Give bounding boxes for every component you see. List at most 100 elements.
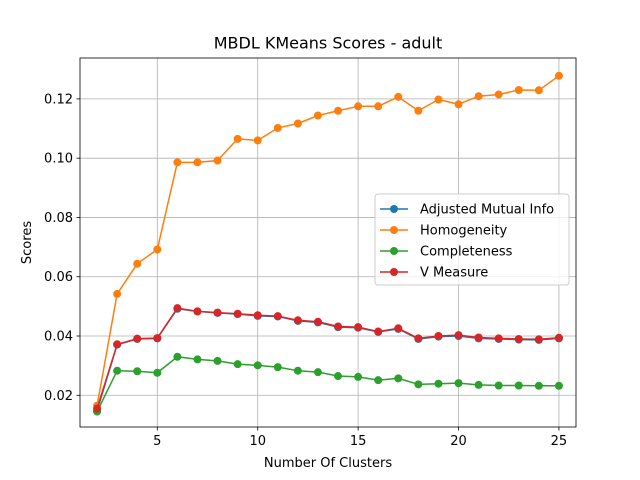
data-point: [233, 360, 242, 369]
data-point: [514, 334, 523, 343]
data-point: [93, 404, 102, 413]
data-point: [434, 332, 443, 341]
data-point: [394, 374, 403, 383]
y-tick-label: 0.08: [44, 211, 73, 226]
x-tick-label: 10: [249, 434, 266, 449]
data-point: [434, 95, 443, 104]
data-point: [394, 324, 403, 333]
data-point: [374, 102, 383, 111]
data-point: [193, 158, 202, 167]
data-point: [153, 245, 162, 254]
data-point: [313, 368, 322, 377]
data-point: [454, 100, 463, 109]
x-tick-label: 15: [350, 434, 367, 449]
data-point: [313, 111, 322, 120]
legend-box: [374, 193, 570, 286]
data-point: [273, 123, 282, 132]
data-point: [334, 322, 343, 331]
data-point: [474, 92, 483, 101]
legend-marker: [390, 226, 398, 234]
legend-item: Adjusted Mutual Info: [380, 203, 554, 218]
data-point: [113, 289, 122, 298]
data-point: [313, 317, 322, 326]
x-tick-label: 25: [551, 434, 568, 449]
series-homogeneity: [93, 71, 563, 410]
data-point: [374, 327, 383, 336]
data-point: [133, 334, 142, 343]
data-point: [273, 312, 282, 321]
data-point: [293, 366, 302, 375]
data-point: [273, 363, 282, 372]
plot-series: [93, 71, 563, 416]
legend-marker: [390, 247, 398, 255]
data-point: [233, 309, 242, 318]
data-point: [534, 86, 543, 95]
legend-item: Homogeneity: [380, 224, 508, 239]
data-point: [554, 71, 563, 80]
data-point: [173, 352, 182, 361]
legend-marker: [390, 205, 398, 213]
data-point: [213, 156, 222, 165]
y-tick-label: 0.06: [44, 270, 73, 285]
series-completeness: [93, 352, 563, 416]
data-point: [514, 86, 523, 95]
data-point: [293, 119, 302, 128]
data-point: [474, 333, 483, 342]
data-point: [253, 311, 262, 320]
data-point: [354, 102, 363, 111]
data-point: [554, 381, 563, 390]
legend-label: Adjusted Mutual Info: [420, 203, 554, 218]
y-tick-label: 0.04: [44, 330, 73, 345]
y-tick-label: 0.02: [44, 389, 73, 404]
data-point: [193, 355, 202, 364]
data-point: [354, 323, 363, 332]
data-point: [334, 372, 343, 381]
data-point: [113, 366, 122, 375]
data-point: [133, 367, 142, 376]
chart-title: MBDL KMeans Scores - adult: [214, 34, 443, 53]
data-point: [454, 331, 463, 340]
series-v-measure: [93, 304, 563, 413]
data-point: [534, 335, 543, 344]
data-point: [113, 340, 122, 349]
data-point: [494, 381, 503, 390]
y-tick-label: 0.10: [44, 152, 73, 167]
data-point: [173, 158, 182, 167]
data-point: [233, 134, 242, 143]
data-point: [414, 334, 423, 343]
data-point: [394, 92, 403, 101]
data-point: [534, 381, 543, 390]
x-tick-label: 5: [153, 434, 161, 449]
data-point: [193, 307, 202, 316]
data-point: [293, 316, 302, 325]
legend-label: Homogeneity: [420, 224, 508, 239]
data-point: [454, 379, 463, 388]
data-point: [434, 379, 443, 388]
data-point: [474, 380, 483, 389]
data-point: [253, 361, 262, 370]
data-point: [414, 380, 423, 389]
data-point: [173, 304, 182, 313]
data-point: [133, 259, 142, 268]
grid: [80, 58, 576, 427]
x-axis-label: Number Of Clusters: [264, 456, 392, 471]
plot-frame: [79, 57, 577, 428]
data-point: [213, 308, 222, 317]
data-point: [153, 368, 162, 377]
data-point: [494, 334, 503, 343]
data-point: [334, 106, 343, 115]
y-tick-label: 0.12: [44, 92, 73, 107]
legend-marker: [390, 268, 398, 276]
data-point: [514, 381, 523, 390]
legend-item: V Measure: [380, 266, 488, 281]
data-point: [374, 376, 383, 385]
y-axis-label: Scores: [20, 221, 35, 264]
axis-ticks: 5 10 15 20 25 0.02 0.04 0.06 0.08 0.10 0.12: [44, 92, 567, 449]
legend-item: Completeness: [380, 245, 513, 260]
legend-label: Completeness: [420, 245, 513, 260]
data-point: [253, 136, 262, 145]
data-point: [153, 334, 162, 343]
data-point: [554, 333, 563, 342]
x-tick-label: 20: [450, 434, 467, 449]
